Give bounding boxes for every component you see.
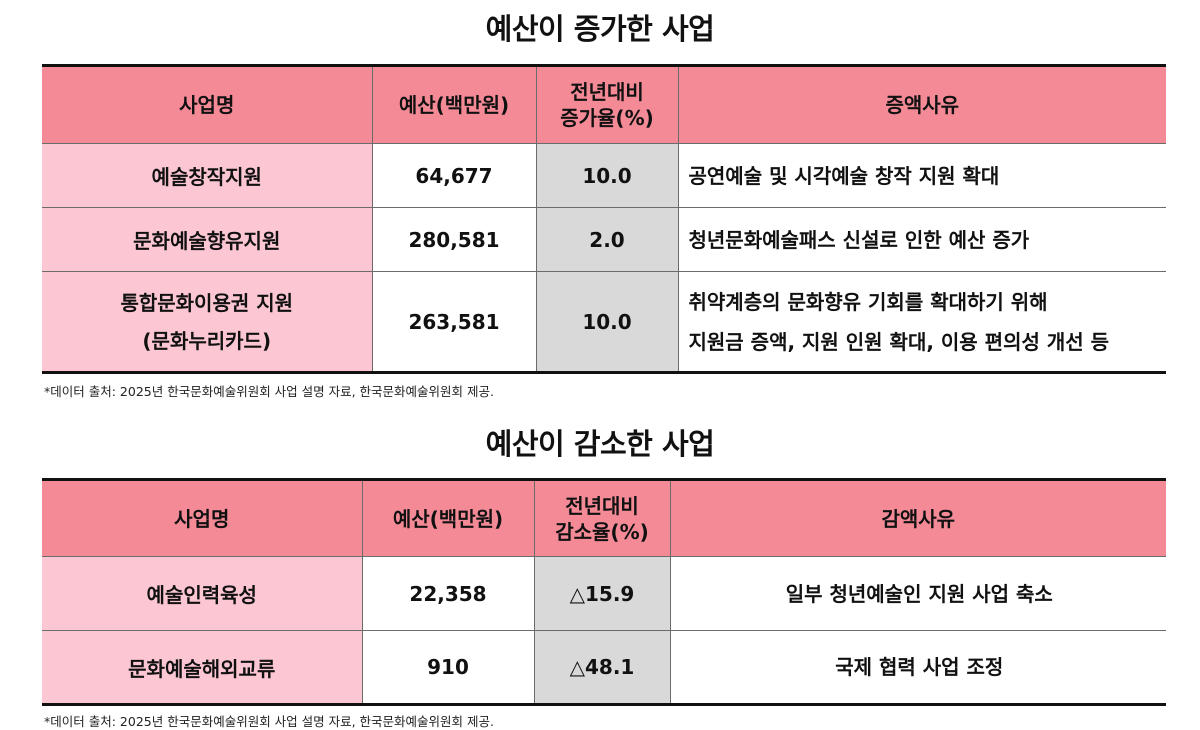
- reason-cell: 국제 협력 사업 조정: [669, 630, 1166, 705]
- project-name-cell: 문화예술해외교류: [42, 630, 362, 705]
- budget-cell: 22,358: [361, 556, 534, 631]
- rate-cell: △15.9: [533, 556, 670, 631]
- rate-cell: 10.0: [535, 143, 678, 208]
- header-rate-line1: 전년대비: [570, 80, 644, 104]
- header-rate: 전년대비 감소율(%): [533, 479, 670, 557]
- header-budget: 예산(백만원): [371, 65, 536, 144]
- rate-cell: 2.0: [535, 207, 678, 272]
- table-row: 문화예술해외교류 910 △48.1 국제 협력 사업 조정: [42, 630, 1166, 705]
- reason-cell: 취약계층의 문화향유 기회를 확대하기 위해 지원금 증액, 지원 인원 확대,…: [677, 271, 1166, 373]
- table-row: 통합문화이용권 지원 (문화누리카드) 263,581 10.0 취약계층의 문…: [42, 271, 1166, 373]
- source-note: *데이터 출처: 2025년 한국문화예술위원회 사업 설명 자료, 한국문화예…: [44, 384, 495, 399]
- decrease-budget-table: 사업명 예산(백만원) 전년대비 감소율(%) 감액사유 예술인력육성 22,3…: [42, 478, 1166, 706]
- header-rate: 전년대비 증가율(%): [535, 65, 678, 144]
- table-row: 예술인력육성 22,358 △15.9 일부 청년예술인 지원 사업 축소: [42, 556, 1166, 631]
- budget-cell: 263,581: [371, 271, 536, 373]
- budget-cell: 64,677: [371, 143, 536, 208]
- reason-cell: 공연예술 및 시각예술 창작 지원 확대: [677, 143, 1166, 208]
- header-rate-line2: 감소율(%): [555, 519, 649, 544]
- reason-cell: 일부 청년예술인 지원 사업 축소: [669, 556, 1166, 631]
- budget-cell: 910: [361, 630, 534, 705]
- project-name-line2: (문화누리카드): [142, 328, 272, 353]
- budget-cell: 280,581: [371, 207, 536, 272]
- project-name-cell: 예술창작지원: [42, 143, 372, 208]
- header-project-name: 사업명: [42, 65, 372, 144]
- header-rate-line2: 증가율(%): [560, 106, 654, 130]
- rate-cell: 10.0: [535, 271, 678, 373]
- header-reason: 감액사유: [669, 479, 1166, 557]
- reason-line2: 지원금 증액, 지원 인원 확대, 이용 편의성 개선 등: [688, 329, 1110, 354]
- source-note: *데이터 출처: 2025년 한국문화예술위원회 사업 설명 자료, 한국문화예…: [44, 714, 495, 729]
- table-row: 예술창작지원 64,677 10.0 공연예술 및 시각예술 창작 지원 확대: [42, 143, 1166, 208]
- increase-section-title: 예산이 증가한 사업: [485, 12, 715, 46]
- reason-cell: 청년문화예술패스 신설로 인한 예산 증가: [677, 207, 1166, 272]
- header-project-name: 사업명: [42, 479, 362, 557]
- header-rate-line1: 전년대비: [565, 493, 639, 518]
- increase-budget-table: 사업명 예산(백만원) 전년대비 증가율(%) 증액사유 예술창작지원 64,6…: [42, 64, 1166, 374]
- reason-line1: 취약계층의 문화향유 기회를 확대하기 위해: [688, 289, 1048, 314]
- header-reason: 증액사유: [677, 65, 1166, 144]
- project-name-cell: 통합문화이용권 지원 (문화누리카드): [42, 271, 372, 373]
- decrease-section-title: 예산이 감소한 사업: [485, 427, 715, 461]
- header-budget: 예산(백만원): [361, 479, 534, 557]
- project-name-line1: 통합문화이용권 지원: [120, 290, 294, 315]
- table-row: 문화예술향유지원 280,581 2.0 청년문화예술패스 신설로 인한 예산 …: [42, 207, 1166, 272]
- project-name-cell: 문화예술향유지원: [42, 207, 372, 272]
- rate-cell: △48.1: [533, 630, 670, 705]
- project-name-cell: 예술인력육성: [42, 556, 362, 631]
